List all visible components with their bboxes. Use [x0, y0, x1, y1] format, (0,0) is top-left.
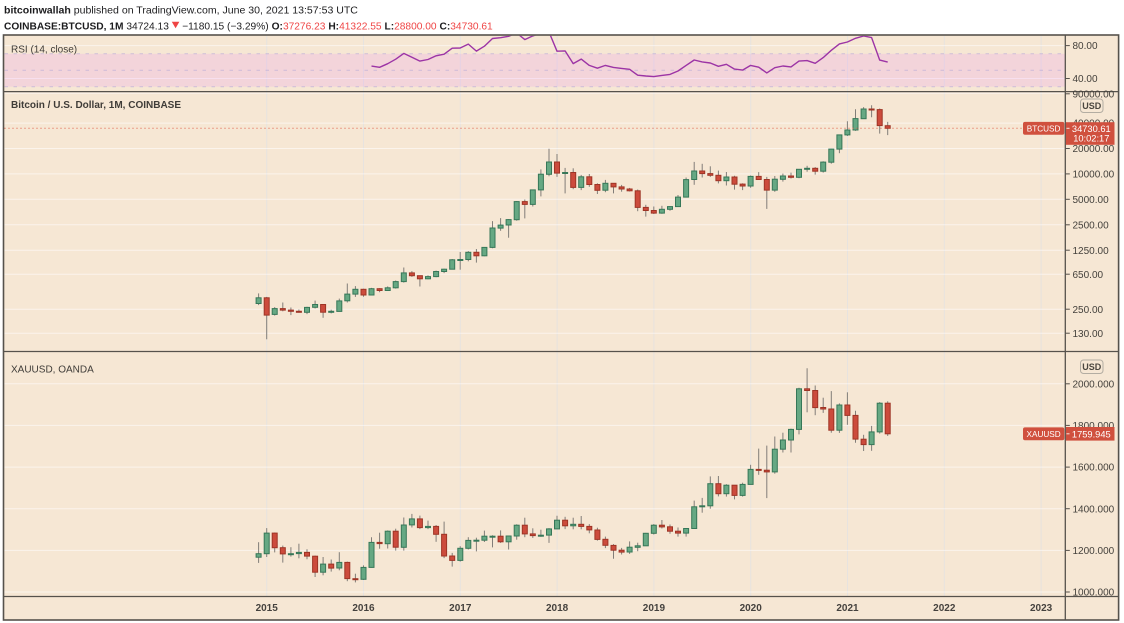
svg-text:bitcoinwallah published on Tra: bitcoinwallah published on TradingView.c…	[4, 4, 358, 16]
svg-text:−1180.15 (−3.29%): −1180.15 (−3.29%)	[182, 21, 268, 32]
svg-text:2020: 2020	[740, 603, 763, 614]
svg-text:2018: 2018	[546, 603, 569, 614]
svg-text:28800.00: 28800.00	[394, 21, 437, 32]
svg-text:40.00: 40.00	[1073, 74, 1098, 85]
svg-text:2023: 2023	[1030, 603, 1053, 614]
svg-text:RSI (14, close): RSI (14, close)	[11, 45, 77, 56]
svg-text:2016: 2016	[352, 603, 375, 614]
svg-text:37276.23: 37276.23	[283, 21, 326, 32]
svg-text:2019: 2019	[643, 603, 666, 614]
svg-text:90000.00: 90000.00	[1073, 89, 1115, 100]
svg-text:1200.000: 1200.000	[1073, 546, 1115, 557]
svg-text:USD: USD	[1082, 101, 1102, 111]
svg-text:2500.00: 2500.00	[1073, 220, 1110, 231]
svg-text:5000.00: 5000.00	[1073, 195, 1110, 206]
svg-text:Bitcoin / U.S. Dollar, 1M, COI: Bitcoin / U.S. Dollar, 1M, COINBASE	[11, 100, 181, 111]
svg-text:20000.00: 20000.00	[1073, 144, 1115, 155]
svg-text:650.00: 650.00	[1073, 270, 1104, 281]
svg-text:2021: 2021	[836, 603, 859, 614]
svg-text:10000.00: 10000.00	[1073, 170, 1115, 181]
svg-text:1000.000: 1000.000	[1073, 588, 1115, 599]
svg-text:2015: 2015	[256, 603, 279, 614]
svg-text:34730.61: 34730.61	[450, 21, 493, 32]
svg-text:2022: 2022	[933, 603, 956, 614]
svg-text:COINBASE:BTCUSD, 1M: COINBASE:BTCUSD, 1M	[4, 21, 123, 32]
svg-text:USD: USD	[1082, 362, 1102, 372]
svg-text:41322.55: 41322.55	[339, 21, 382, 32]
svg-text:34724.13: 34724.13	[126, 21, 169, 32]
svg-text:XAUUSD, OANDA: XAUUSD, OANDA	[11, 365, 94, 376]
svg-text:1600.000: 1600.000	[1073, 463, 1115, 474]
svg-text:1800.000: 1800.000	[1073, 421, 1115, 432]
svg-text:1250.00: 1250.00	[1073, 246, 1110, 257]
svg-text:34730.61: 34730.61	[1072, 124, 1111, 134]
svg-text:10:02:17: 10:02:17	[1073, 134, 1109, 144]
svg-text:2017: 2017	[449, 603, 472, 614]
svg-text:250.00: 250.00	[1073, 305, 1104, 316]
svg-text:80.00: 80.00	[1073, 41, 1098, 52]
svg-text:BTCUSD: BTCUSD	[1027, 124, 1061, 133]
svg-text:1400.000: 1400.000	[1073, 504, 1115, 515]
svg-text:2000.000: 2000.000	[1073, 379, 1115, 390]
svg-text:XAUUSD: XAUUSD	[1027, 430, 1061, 439]
svg-text:1759.945: 1759.945	[1072, 429, 1111, 439]
svg-text:C:: C:	[439, 21, 450, 32]
svg-text:L:: L:	[384, 21, 394, 32]
svg-text:130.00: 130.00	[1073, 329, 1104, 340]
svg-text:H:: H:	[328, 21, 339, 32]
svg-text:O:: O:	[272, 21, 283, 32]
